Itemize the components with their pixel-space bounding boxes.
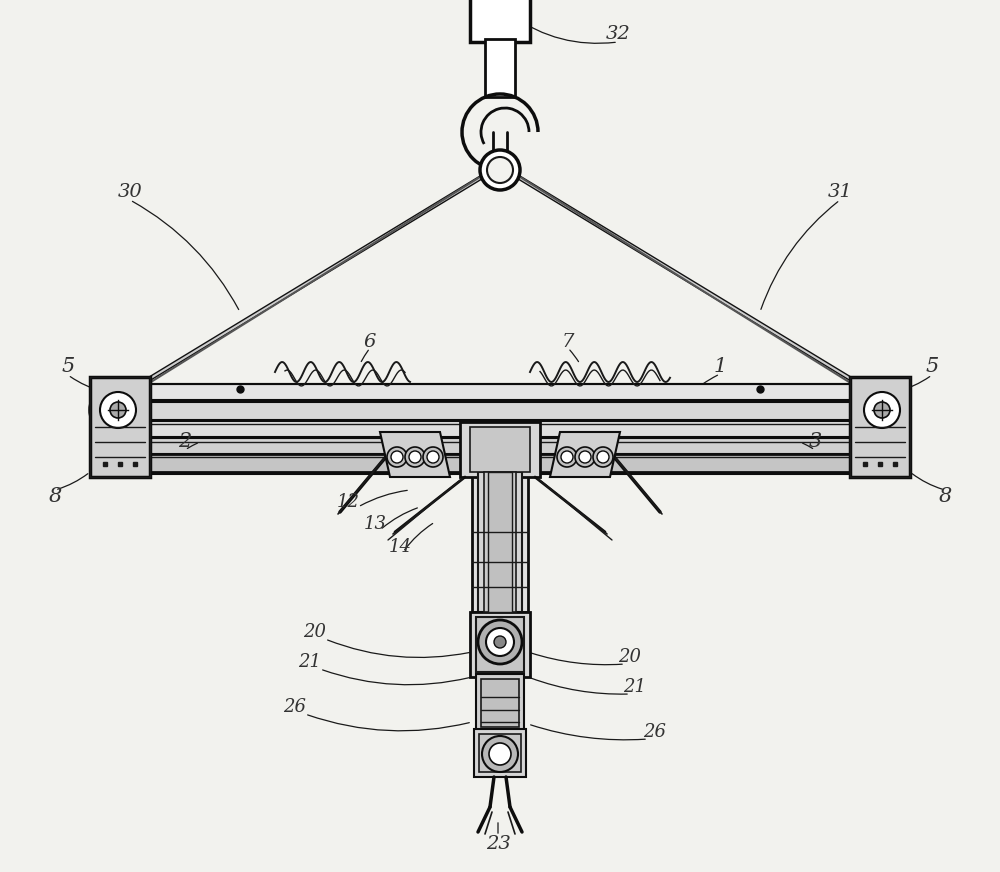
- Circle shape: [489, 743, 511, 765]
- Bar: [118, 384, 882, 400]
- Bar: [476, 674, 524, 732]
- Circle shape: [409, 451, 421, 463]
- Bar: [484, 472, 516, 612]
- Text: 26: 26: [284, 698, 306, 716]
- Circle shape: [864, 392, 900, 428]
- Bar: [470, 0, 530, 42]
- Bar: [118, 402, 882, 420]
- Text: 21: 21: [298, 653, 322, 671]
- Circle shape: [423, 447, 443, 467]
- Text: 23: 23: [486, 835, 510, 853]
- Bar: [460, 422, 540, 477]
- Bar: [481, 679, 519, 727]
- Bar: [478, 472, 522, 612]
- Text: 31: 31: [828, 183, 852, 201]
- Circle shape: [557, 447, 577, 467]
- Circle shape: [874, 402, 890, 418]
- Text: 13: 13: [364, 515, 386, 533]
- Bar: [479, 734, 521, 772]
- Circle shape: [387, 447, 407, 467]
- Text: 5: 5: [61, 358, 75, 377]
- Circle shape: [478, 620, 522, 664]
- Bar: [90, 377, 150, 477]
- Circle shape: [593, 447, 613, 467]
- Text: 6: 6: [364, 333, 376, 351]
- Bar: [118, 438, 882, 454]
- Circle shape: [427, 451, 439, 463]
- Bar: [850, 377, 910, 477]
- Text: 20: 20: [304, 623, 326, 641]
- Circle shape: [486, 628, 514, 656]
- Bar: [472, 472, 528, 612]
- Circle shape: [405, 447, 425, 467]
- Text: 30: 30: [118, 183, 142, 201]
- Circle shape: [579, 451, 591, 463]
- Bar: [470, 612, 530, 677]
- Circle shape: [482, 736, 518, 772]
- Circle shape: [597, 451, 609, 463]
- Circle shape: [90, 382, 146, 438]
- Text: 8: 8: [938, 487, 952, 507]
- Text: 21: 21: [624, 678, 646, 696]
- Text: 14: 14: [388, 538, 412, 556]
- Text: 8: 8: [48, 487, 62, 507]
- Circle shape: [391, 451, 403, 463]
- Bar: [850, 377, 910, 477]
- Bar: [90, 377, 150, 477]
- Text: 7: 7: [562, 333, 574, 351]
- Text: 2: 2: [178, 433, 192, 452]
- Polygon shape: [380, 432, 450, 477]
- Circle shape: [110, 402, 126, 418]
- Bar: [474, 729, 526, 777]
- Circle shape: [100, 392, 136, 428]
- Text: 1: 1: [713, 358, 727, 377]
- Bar: [118, 421, 882, 437]
- Text: 32: 32: [606, 25, 630, 43]
- Text: 5: 5: [925, 358, 939, 377]
- Circle shape: [561, 451, 573, 463]
- Bar: [476, 617, 524, 672]
- Text: 3: 3: [808, 433, 822, 452]
- Text: 26: 26: [644, 723, 666, 741]
- Circle shape: [854, 382, 910, 438]
- Text: 20: 20: [618, 648, 642, 666]
- Circle shape: [575, 447, 595, 467]
- Bar: [488, 472, 512, 612]
- Circle shape: [487, 157, 513, 183]
- Bar: [470, 427, 530, 472]
- Polygon shape: [550, 432, 620, 477]
- Text: 12: 12: [336, 493, 360, 511]
- Bar: [90, 454, 910, 472]
- Circle shape: [480, 150, 520, 190]
- Circle shape: [494, 636, 506, 648]
- Bar: [485, 39, 515, 97]
